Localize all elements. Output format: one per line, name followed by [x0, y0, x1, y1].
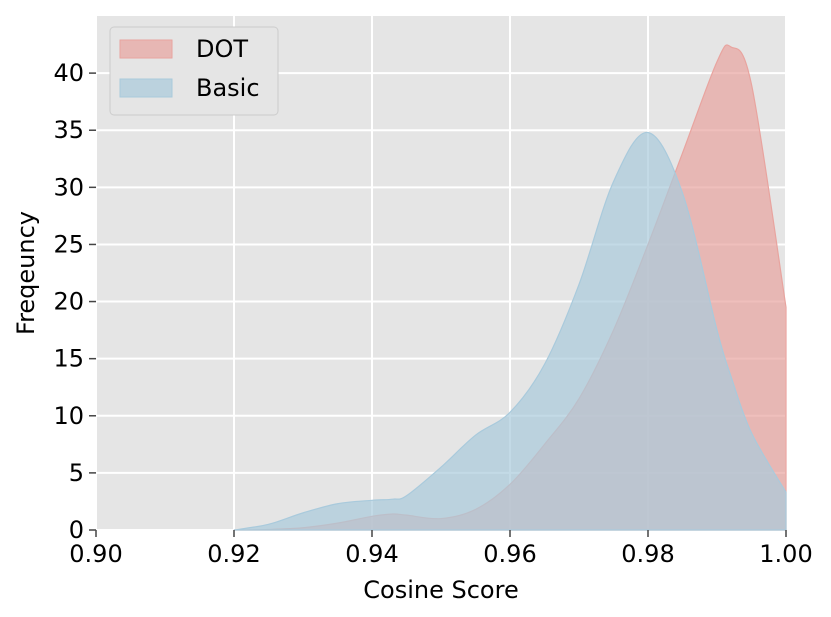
- y-tick-label: 15: [53, 345, 84, 373]
- x-tick-label: 0.90: [69, 540, 122, 568]
- x-tick-label: 0.98: [621, 540, 674, 568]
- y-tick-label: 0: [69, 516, 84, 544]
- y-tick-label: 30: [53, 173, 84, 201]
- legend-swatch-basic: [119, 78, 173, 98]
- y-tick-label: 25: [53, 230, 84, 258]
- legend-label-dot: DOT: [196, 35, 248, 63]
- y-axis-label: Freqeuncy: [12, 211, 40, 335]
- series-areas: [233, 44, 787, 531]
- area-basic: [233, 131, 787, 531]
- legend: DOT Basic: [109, 26, 279, 116]
- x-axis: 0.90 0.92 0.94 0.96 0.98 1.00: [69, 530, 813, 568]
- y-axis: 0 5 10 15 20 25 30 35 40: [53, 59, 96, 544]
- legend-swatch-dot: [119, 39, 173, 59]
- x-tick-label: 0.94: [345, 540, 398, 568]
- y-tick-label: 20: [53, 288, 84, 316]
- legend-label-basic: Basic: [196, 74, 260, 102]
- x-axis-label: Cosine Score: [363, 576, 518, 604]
- y-tick-label: 10: [53, 402, 84, 430]
- y-tick-label: 5: [69, 459, 84, 487]
- x-tick-label: 1.00: [759, 540, 812, 568]
- x-tick-label: 0.96: [483, 540, 536, 568]
- y-tick-label: 40: [53, 59, 84, 87]
- x-tick-label: 0.92: [207, 540, 260, 568]
- y-tick-label: 35: [53, 116, 84, 144]
